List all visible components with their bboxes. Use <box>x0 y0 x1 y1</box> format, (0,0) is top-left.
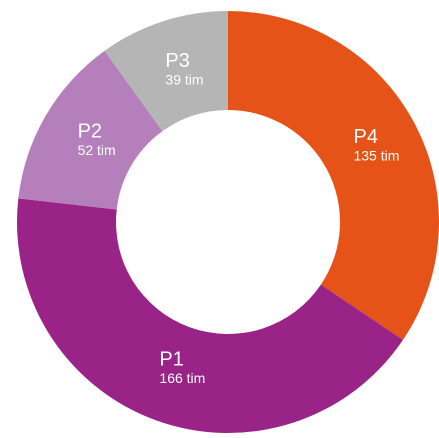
donut-slice <box>17 198 403 434</box>
donut-slice <box>18 50 163 210</box>
slice-label: P4 <box>353 126 377 148</box>
value-label: 166 tim <box>159 370 205 386</box>
value-label: 135 tim <box>353 148 399 164</box>
slice-label: P2 <box>78 121 102 143</box>
value-label: 52 tim <box>78 142 116 158</box>
slice-label: P3 <box>165 50 189 72</box>
donut-slice <box>104 11 228 132</box>
donut-slice <box>228 11 439 340</box>
value-label: 39 tim <box>165 71 203 87</box>
slice-label: P1 <box>159 349 183 371</box>
